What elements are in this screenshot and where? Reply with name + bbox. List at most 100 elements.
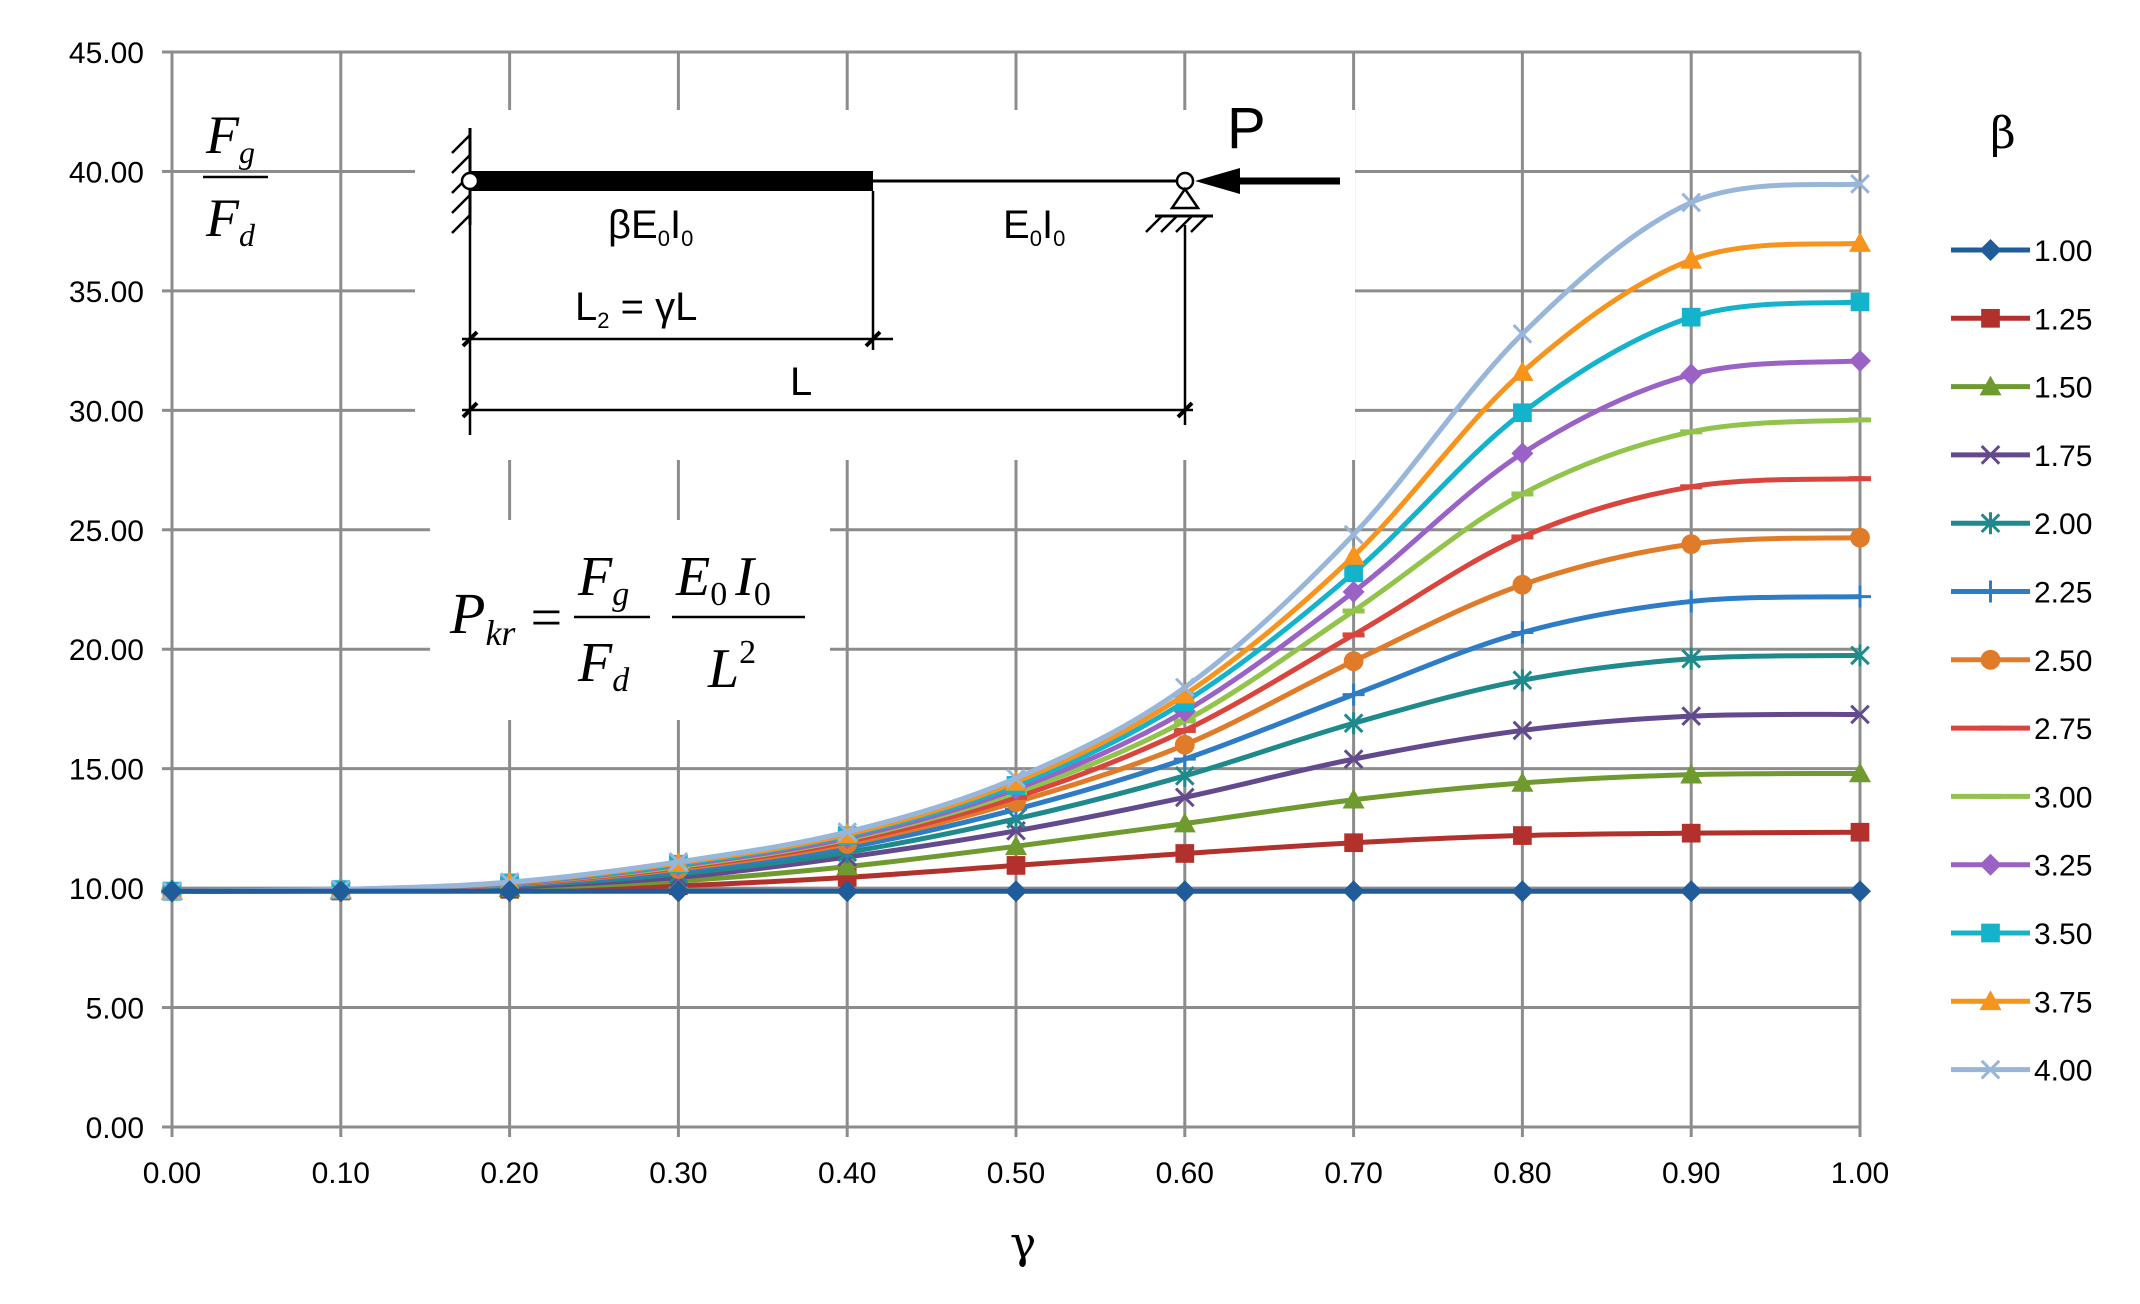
data-point [1979,990,2002,1011]
x-tick-label: 0.80 [1493,1157,1551,1190]
data-point [1849,417,1871,423]
data-point [1849,880,1871,903]
legend-item: 3.25 [1951,850,2092,883]
data-point [1343,712,1364,735]
data-point [1980,1059,2001,1080]
frac1-denominator: Fd [577,632,630,699]
y-tick-label: 5.00 [86,993,144,1026]
y-label-numerator: Fg [205,105,255,170]
data-point [667,880,690,903]
data-point [1850,822,1870,842]
legend: β 1.00 1.25 1.50 1.75 2.00 2.25 2.50 2.75 3.00 3.… [1951,108,2092,1088]
data-point [1681,823,1701,843]
legend-label: 1.50 [2034,372,2092,405]
data-point [836,880,859,903]
load-arrowhead [1195,168,1240,194]
legend-label: 3.00 [2034,781,2092,814]
data-point [1680,248,1703,269]
legend-item: 3.00 [1951,781,2092,814]
x-tick-label: 0.90 [1662,1157,1720,1190]
legend-label: 3.25 [2034,850,2092,883]
data-point [1342,632,1365,638]
formula-lhs: Pkr [449,581,516,653]
tick-labels: 0.00 5.00 10.00 15.00 20.00 25.00 30.00 35.00 40… [69,37,1889,1190]
data-point [1006,856,1026,875]
data-point [1343,524,1364,545]
data-point [1174,677,1195,698]
data-point [1980,512,2001,535]
data-point [1511,491,1534,497]
data-point [1512,720,1533,741]
legend-label: 3.75 [2034,986,2092,1019]
data-point [1511,442,1534,465]
data-point [1979,580,2002,603]
x-tick-label: 0.30 [649,1157,707,1190]
data-point [1680,484,1703,490]
x-tick-label: 0.70 [1324,1157,1382,1190]
data-point [1005,880,1027,903]
legend-item: 2.25 [1951,577,2092,610]
legend-item: 2.00 [1951,508,2092,541]
y-tick-label: 30.00 [69,395,144,428]
data-point [1681,192,1702,213]
y-tick-label: 25.00 [69,515,144,548]
data-point [1680,590,1703,613]
column-diagram: P βE0I0 E0I0 L2 = γL L [415,96,1355,460]
formula-background [430,520,830,720]
data-point [1513,403,1532,423]
y-tick-label: 20.00 [69,634,144,667]
data-point [1344,833,1363,853]
data-point [1681,307,1701,327]
data-point [1342,580,1365,603]
y-tick-label: 45.00 [69,37,144,70]
data-point [1979,725,2002,731]
x-axis-label: γ [1010,1218,1036,1269]
legend-label: 4.00 [2034,1055,2092,1088]
legend-label: 1.00 [2034,235,2092,268]
frac2-denominator: L2 [707,634,756,700]
critical-load-formula: Pkr = Fg Fd E0 I0 L2 [430,520,830,720]
stiff-segment [470,171,873,191]
formula-equals: = [527,587,565,649]
data-point [1173,880,1196,903]
data-point [1681,706,1702,726]
data-point [1979,239,2002,261]
legend-label: 3.50 [2034,918,2092,951]
series-group [161,174,1871,903]
x-tick-label: 0.20 [480,1157,538,1190]
data-point [1513,826,1532,845]
data-point [1343,749,1364,769]
data-point [1342,683,1365,706]
data-point [1512,324,1533,344]
data-point [1981,308,2000,328]
data-point [1850,527,1870,548]
right-hinge [1175,171,1195,191]
data-point [1980,445,2001,465]
y-tick-label: 35.00 [69,276,144,309]
series-line [171,181,1861,894]
left-hinge [460,171,480,191]
legend-item: 1.75 [1951,440,2092,473]
y-tick-label: 15.00 [69,754,144,787]
data-point [1006,768,1026,789]
x-tick-label: 0.50 [987,1157,1045,1190]
legend-item: 2.50 [1951,645,2092,678]
legend-label: 1.25 [2034,303,2092,336]
roller-hatch [1145,215,1208,233]
data-point [1681,647,1702,670]
data-point [1511,361,1534,381]
data-point [1849,762,1871,783]
data-point [498,880,521,903]
y-label-denominator: Fd [205,188,256,253]
x-tick-label: 0.40 [818,1157,876,1190]
legend-item: 3.50 [1951,918,2092,951]
data-point [1342,880,1365,903]
data-point [1979,853,2002,876]
x-tick-label: 1.00 [1831,1157,1889,1190]
data-point [1342,788,1365,809]
data-point [1173,683,1196,704]
data-point [1681,534,1702,555]
y-axis-label: Fg Fd [203,105,268,253]
data-point [1511,772,1534,792]
